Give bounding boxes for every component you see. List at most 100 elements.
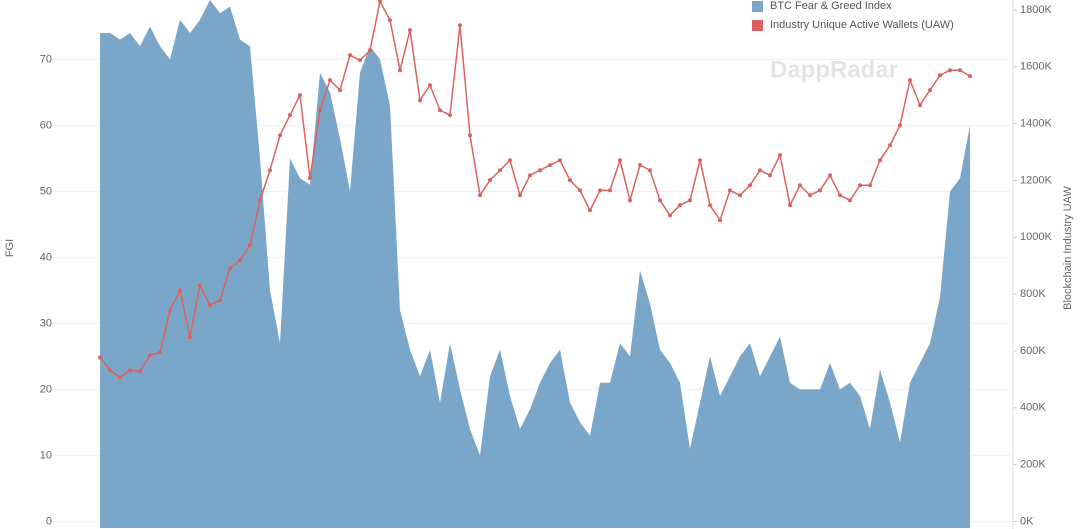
marker xyxy=(148,353,152,358)
marker xyxy=(468,133,472,138)
y2-tick-label: 0K xyxy=(1020,515,1034,527)
marker xyxy=(698,158,702,163)
y-tick-label: 60 xyxy=(40,119,52,131)
marker xyxy=(888,143,892,148)
marker xyxy=(478,193,482,198)
marker xyxy=(658,198,662,203)
marker xyxy=(928,88,932,93)
marker xyxy=(198,283,202,288)
y2-tick-label: 800K xyxy=(1020,288,1046,300)
marker xyxy=(638,163,642,168)
marker xyxy=(548,163,552,168)
y2-tick-label: 1000K xyxy=(1020,231,1052,243)
marker xyxy=(788,203,792,208)
marker xyxy=(748,183,752,188)
marker xyxy=(848,198,852,203)
marker xyxy=(278,133,282,138)
marker xyxy=(258,198,262,203)
marker xyxy=(738,193,742,198)
marker xyxy=(958,68,962,73)
marker xyxy=(728,188,732,193)
marker xyxy=(678,203,682,208)
marker xyxy=(388,18,392,23)
marker xyxy=(108,368,112,373)
marker xyxy=(768,173,772,178)
y-tick-label: 10 xyxy=(40,449,52,461)
marker xyxy=(818,188,822,193)
marker xyxy=(448,113,452,118)
marker xyxy=(298,93,302,98)
y2-tick-label: 1400K xyxy=(1020,118,1052,130)
y-axis-title: FGI xyxy=(4,239,16,257)
marker xyxy=(168,308,172,313)
marker xyxy=(188,335,192,340)
marker xyxy=(438,108,442,113)
marker xyxy=(318,108,322,113)
marker xyxy=(358,58,362,63)
y2-tick-label: 400K xyxy=(1020,402,1046,414)
marker xyxy=(568,178,572,183)
marker xyxy=(528,173,532,178)
marker xyxy=(878,158,882,163)
marker xyxy=(618,158,622,163)
marker xyxy=(868,183,872,188)
marker xyxy=(488,178,492,183)
y2-tick-label: 200K xyxy=(1020,459,1046,471)
y2-tick-label: 1600K xyxy=(1020,61,1052,73)
marker xyxy=(588,208,592,213)
marker xyxy=(418,98,422,103)
marker xyxy=(608,188,612,193)
marker xyxy=(808,193,812,198)
y2-axis-title: Blockchain Industry UAW xyxy=(1062,186,1074,310)
marker xyxy=(558,158,562,163)
marker xyxy=(648,168,652,173)
marker xyxy=(708,203,712,208)
marker xyxy=(368,48,372,53)
marker xyxy=(688,198,692,203)
marker xyxy=(838,193,842,198)
marker xyxy=(538,168,542,173)
marker xyxy=(138,369,142,374)
marker xyxy=(598,188,602,193)
marker xyxy=(398,68,402,73)
marker xyxy=(268,168,272,173)
marker xyxy=(288,113,292,118)
marker xyxy=(578,188,582,193)
marker xyxy=(118,375,122,380)
marker xyxy=(178,288,182,293)
marker xyxy=(858,183,862,188)
marker xyxy=(898,123,902,128)
y2-tick-label: 600K xyxy=(1020,345,1046,357)
marker xyxy=(348,53,352,58)
marker xyxy=(158,350,162,355)
y-tick-label: 40 xyxy=(40,251,52,263)
legend-swatch xyxy=(752,1,763,12)
marker xyxy=(778,153,782,158)
marker xyxy=(908,78,912,83)
marker xyxy=(718,218,722,223)
marker xyxy=(428,83,432,88)
y-tick-label: 50 xyxy=(40,185,52,197)
watermark: DappRadar xyxy=(770,56,898,83)
marker xyxy=(338,88,342,93)
y-tick-label: 30 xyxy=(40,317,52,329)
marker xyxy=(828,173,832,178)
marker xyxy=(508,158,512,163)
marker xyxy=(758,168,762,173)
marker xyxy=(128,368,132,373)
marker xyxy=(948,68,952,73)
marker xyxy=(498,168,502,173)
marker xyxy=(458,23,462,28)
marker xyxy=(968,74,972,79)
legend-swatch xyxy=(752,20,763,31)
y-tick-label: 20 xyxy=(40,383,52,395)
y2-tick-label: 1200K xyxy=(1020,174,1052,186)
y2-tick-label: 1800K xyxy=(1020,4,1052,16)
marker xyxy=(308,176,312,181)
marker xyxy=(938,73,942,78)
marker xyxy=(798,183,802,188)
y-tick-label: 0 xyxy=(46,515,52,527)
line xyxy=(99,0,971,379)
